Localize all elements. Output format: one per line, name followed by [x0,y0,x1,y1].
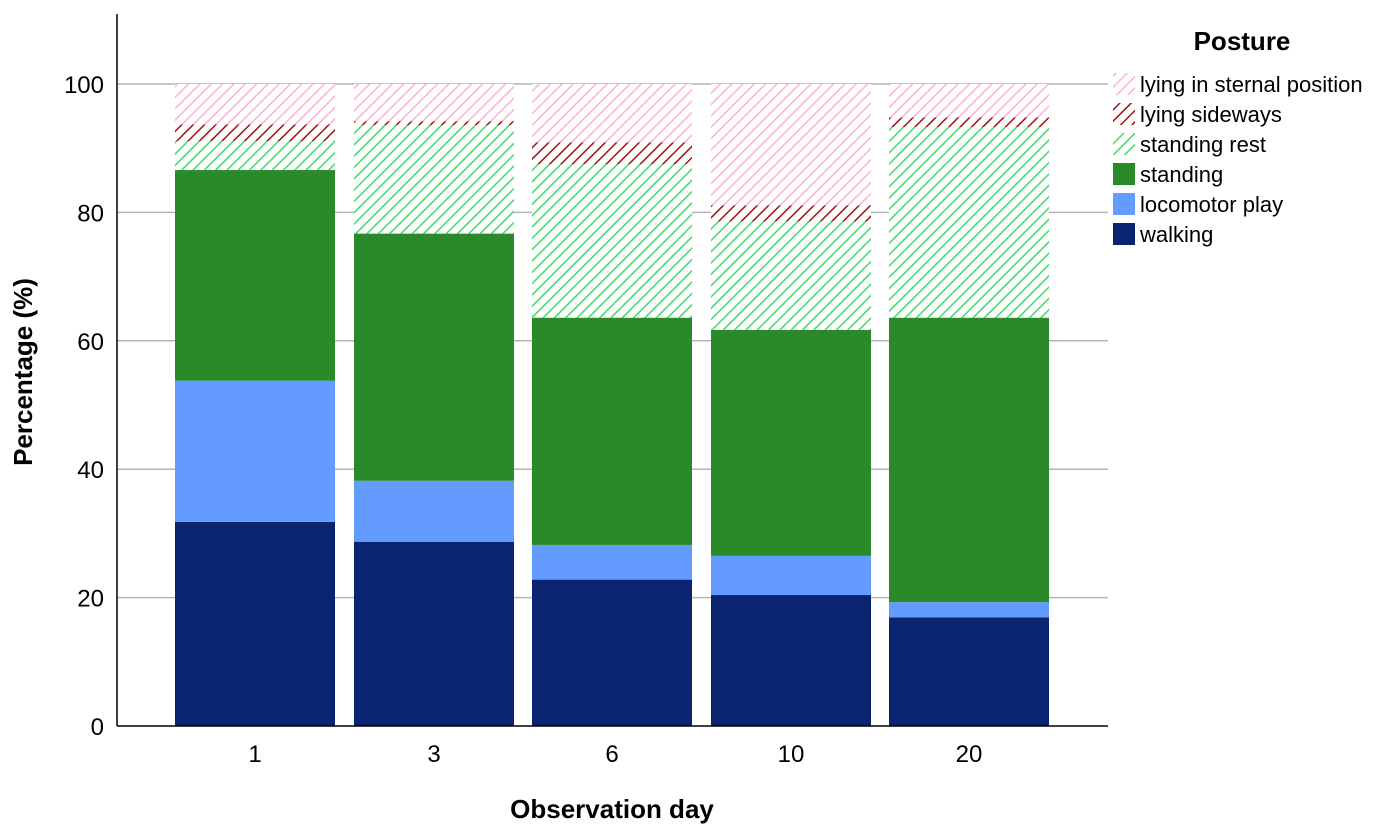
bar-segment-lying-in-sternal-position-day-20 [889,84,1049,118]
x-tick-label-1: 1 [248,741,261,768]
legend-item-lying-in-sternal-position: lying in sternal position [1113,72,1363,97]
bar-segment-lying-in-sternal-position-day-1 [175,84,335,125]
bar-segment-standing-rest-day-1 [175,141,335,171]
bar-segment-lying-sideways-day-10 [711,205,871,222]
legend-label-locomotor-play: locomotor play [1140,192,1283,217]
bar-segment-lying-sideways-day-3 [354,121,514,126]
x-axis-title: Observation day [510,794,714,824]
y-tick-label-60: 60 [77,329,104,356]
bar-segment-standing-rest-day-3 [354,125,514,234]
bar-segment-lying-sideways-day-1 [175,124,335,142]
legend-item-locomotor-play: locomotor play [1113,192,1283,217]
bar-stack-day-10 [711,84,871,726]
bar-segment-standing-day-3 [354,233,514,481]
bar-segment-walking-day-1 [175,521,335,726]
legend-title: Posture [1194,26,1291,56]
bar-stack-day-1 [175,84,335,726]
y-axis-title: Percentage (%) [8,278,38,466]
bar-segment-lying-in-sternal-position-day-10 [711,84,871,206]
bar-segment-locomotor-play-day-20 [889,602,1049,618]
bar-stack-day-20 [889,84,1049,726]
bar-segment-lying-sideways-day-6 [532,142,692,165]
bar-segment-standing-day-1 [175,170,335,381]
legend-swatch-walking [1113,223,1135,245]
x-tick-label-10: 10 [778,741,805,768]
legend-item-standing: standing [1113,162,1223,187]
x-tick-label-6: 6 [605,741,618,768]
bar-stack-day-3 [354,84,514,726]
bar-segment-standing-rest-day-10 [711,221,871,330]
legend-label-lying-in-sternal-position: lying in sternal position [1140,72,1363,97]
legend-swatch-standing-rest [1113,133,1135,155]
legend-item-walking: walking [1113,222,1213,247]
y-tick-label-20: 20 [77,586,104,613]
bar-segment-standing-day-10 [711,329,871,556]
bar-segment-lying-in-sternal-position-day-3 [354,84,514,122]
x-tick-labels: 1 3 6 10 20 [248,741,982,768]
bar-stack-day-6 [532,84,692,726]
legend-swatch-lying-in-sternal-position [1113,73,1135,95]
y-tick-label-80: 80 [77,200,104,227]
legend-item-lying-sideways: lying sideways [1113,102,1282,127]
bar-segment-walking-day-6 [532,579,692,726]
y-tick-label-40: 40 [77,457,104,484]
bar-segment-standing-day-20 [889,317,1049,603]
x-tick-label-20: 20 [956,741,983,768]
bar-segment-locomotor-play-day-1 [175,380,335,522]
axes [116,14,1108,727]
bar-segment-lying-in-sternal-position-day-6 [532,84,692,143]
bar-segment-locomotor-play-day-6 [532,544,692,580]
y-tick-label-100: 100 [64,72,104,99]
bar-segment-locomotor-play-day-10 [711,555,871,596]
legend-label-lying-sideways: lying sideways [1140,102,1282,127]
legend-swatch-standing [1113,163,1135,185]
y-tick-labels: 0 20 40 60 80 100 [64,72,104,741]
legend-label-standing-rest: standing rest [1140,132,1266,157]
bar-segment-locomotor-play-day-3 [354,480,514,542]
bar-segment-standing-rest-day-6 [532,164,692,318]
bar-segment-walking-day-20 [889,617,1049,726]
legend-swatch-lying-sideways [1113,103,1135,125]
legend-label-walking: walking [1139,222,1213,247]
bar-segment-standing-day-6 [532,317,692,545]
legend: Posture lying in sternal position lying s… [1113,26,1363,247]
y-tick-label-0: 0 [91,714,104,741]
bar-segment-walking-day-10 [711,595,871,726]
legend-label-standing: standing [1140,162,1223,187]
x-tick-label-3: 3 [427,741,440,768]
bar-segment-walking-day-3 [354,541,514,726]
bar-segment-standing-rest-day-20 [889,127,1049,318]
bars [175,84,1049,726]
legend-item-standing-rest: standing rest [1113,132,1266,157]
bar-segment-lying-sideways-day-20 [889,117,1049,128]
legend-swatch-locomotor-play [1113,193,1135,215]
